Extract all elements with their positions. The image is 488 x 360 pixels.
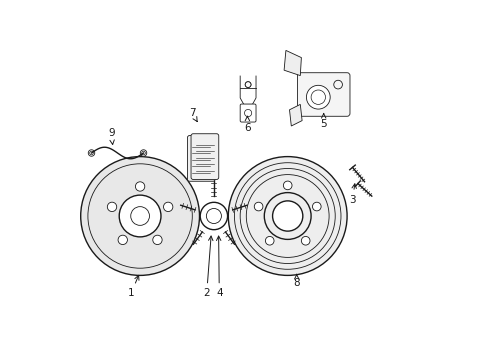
- Text: 8: 8: [293, 274, 300, 288]
- Text: 2: 2: [203, 236, 213, 298]
- Circle shape: [135, 182, 144, 191]
- FancyBboxPatch shape: [297, 73, 349, 116]
- Circle shape: [119, 195, 161, 237]
- Circle shape: [118, 235, 127, 244]
- Circle shape: [283, 181, 291, 190]
- Circle shape: [272, 201, 302, 231]
- Circle shape: [265, 237, 273, 245]
- Circle shape: [140, 150, 146, 156]
- FancyBboxPatch shape: [191, 134, 218, 179]
- Text: 3: 3: [348, 184, 356, 205]
- Polygon shape: [289, 104, 302, 126]
- Text: 1: 1: [127, 275, 139, 298]
- Circle shape: [301, 237, 309, 245]
- Circle shape: [244, 82, 250, 87]
- Text: 9: 9: [108, 128, 114, 144]
- Circle shape: [228, 157, 346, 275]
- Circle shape: [200, 202, 227, 230]
- Text: 4: 4: [216, 236, 222, 298]
- Circle shape: [254, 202, 263, 211]
- Circle shape: [88, 150, 95, 156]
- Circle shape: [81, 157, 199, 275]
- Text: 7: 7: [188, 108, 197, 122]
- FancyBboxPatch shape: [240, 104, 256, 122]
- Circle shape: [152, 235, 162, 244]
- Polygon shape: [284, 50, 301, 76]
- Circle shape: [130, 207, 149, 225]
- Text: 5: 5: [320, 113, 326, 129]
- Circle shape: [107, 202, 117, 212]
- Circle shape: [312, 202, 321, 211]
- FancyBboxPatch shape: [187, 135, 215, 181]
- Circle shape: [244, 82, 250, 87]
- Text: 6: 6: [244, 116, 250, 133]
- Circle shape: [163, 202, 172, 212]
- Circle shape: [306, 85, 329, 109]
